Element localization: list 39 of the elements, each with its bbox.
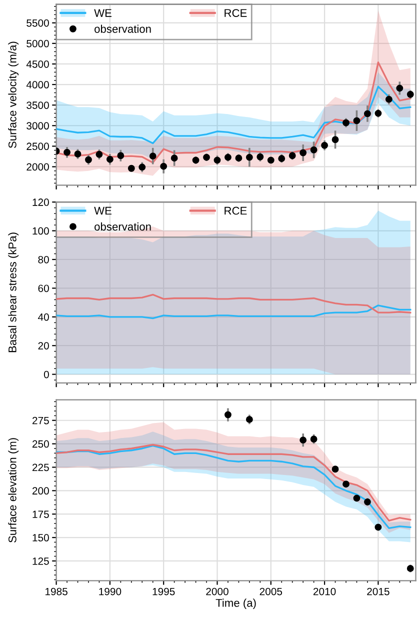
y-tick-label: 150 [32,534,49,542]
x-tick-label: 1985 [46,588,68,596]
y-axis-title: Surface velocity (m/a) [8,42,19,148]
legend-label: RCE [224,9,247,17]
x-tick-label: 2005 [260,588,282,596]
y-tick-label: 4000 [26,81,49,88]
y-tick-label: 3000 [26,122,49,130]
y-tick-label: 250 [32,440,49,448]
x-tick-label: 1995 [152,588,175,596]
y-tick-label: 4500 [26,60,49,68]
y-tick-label: 100 [32,227,49,235]
x-tick-label: 2000 [206,588,228,596]
y-tick-label: 275 [32,416,49,424]
y-tick-label: 2500 [26,142,49,150]
y-axis-title: Basal shear stress (kPa) [8,232,19,352]
legend-label: observation [94,24,151,33]
legend-label: RCE [224,206,247,215]
x-tick-label: 2010 [313,588,336,596]
legend-label: WE [94,9,112,17]
y-tick-label: 5500 [26,19,49,27]
y-axis-title: Surface elevation (m) [8,438,19,542]
y-tick-label: 0 [44,370,49,378]
x-tick-label: 1990 [99,588,122,596]
x-tick-label: 2015 [367,588,390,596]
y-tick-label: 200 [32,487,49,495]
legend-label: WE [94,206,112,215]
y-tick-label: 40 [38,313,49,321]
y-tick-label: 20 [38,342,49,350]
y-tick-label: 80 [38,256,49,264]
y-tick-label: 125 [32,557,49,565]
y-tick-label: 60 [38,284,49,292]
x-axis-title: Time (a) [216,598,256,610]
y-tick-label: 5000 [26,40,49,48]
legend-label: observation [94,222,151,231]
y-tick-label: 2000 [26,163,49,171]
y-tick-label: 175 [32,510,49,518]
y-tick-label: 120 [32,198,49,206]
y-tick-label: 3500 [26,102,49,109]
y-tick-label: 225 [32,464,49,472]
